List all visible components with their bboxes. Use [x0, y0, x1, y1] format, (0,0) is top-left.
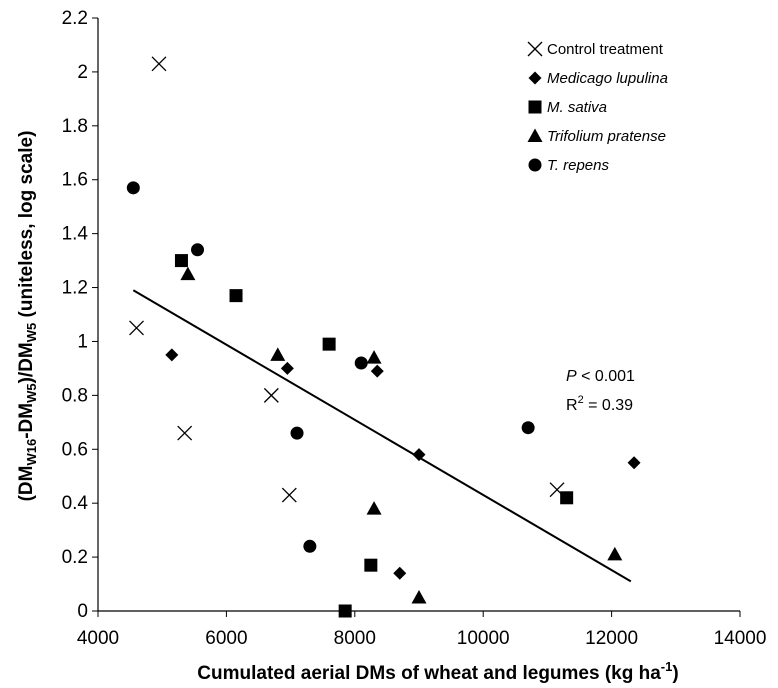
legend-label: Trifolium pratense	[547, 128, 666, 145]
tick-labels: 0 0.2 0.4 0.6 0.8 1 1.2 1.4 1.6 1.8 2 2.2 4000 6000 80…	[62, 8, 767, 649]
y-tick-label: 0.8	[62, 385, 88, 406]
legend-marker-triangle	[527, 128, 543, 142]
point-triangle	[607, 546, 623, 561]
point-circle	[290, 426, 304, 440]
point-x	[281, 487, 297, 503]
point-triangle	[411, 590, 427, 604]
y-axis-title: (DMW16-DMW5)/DMW5 (uniteless, log scale)	[16, 131, 39, 502]
point-x-stroke	[177, 425, 193, 441]
point-circle	[521, 421, 535, 435]
y-tick-label: 2.2	[62, 8, 88, 29]
legend-marker-x-stroke	[527, 41, 543, 57]
y-tick-label: 0.4	[62, 493, 89, 514]
point-x-stroke	[151, 56, 167, 72]
point-triangle	[366, 501, 382, 515]
y-tick-label: 1.6	[62, 170, 88, 191]
x-tick-label: 4000	[77, 628, 119, 649]
legend-label: M. sativa	[547, 99, 607, 116]
point-triangle	[270, 347, 286, 361]
point-x	[263, 387, 279, 403]
point-square	[229, 289, 243, 303]
point-circle	[126, 181, 140, 195]
y-tick-label: 0.2	[62, 547, 88, 568]
point-square	[338, 604, 352, 618]
y-tick-label: 2	[77, 62, 88, 83]
y-tick-label: 1.4	[62, 224, 89, 245]
point-x-stroke	[281, 487, 297, 503]
legend: Control treatment Medicago lupulina M. sat…	[527, 41, 668, 174]
point-square	[560, 491, 574, 505]
y-tick-label: 1.8	[62, 116, 88, 137]
x-tick-label: 8000	[334, 628, 376, 649]
point-x-stroke	[129, 320, 144, 336]
point-circle	[303, 539, 317, 553]
y-tick-label: 0.6	[62, 439, 88, 460]
legend-marker-diamond	[528, 71, 542, 85]
legend-marker-square	[528, 100, 542, 114]
point-square	[364, 558, 378, 572]
point-diamond	[280, 361, 294, 375]
point-x	[177, 425, 193, 441]
y-tick-label: 1	[77, 331, 88, 352]
legend-label: Control treatment	[547, 41, 664, 58]
x-tick-label: 6000	[205, 628, 247, 649]
point-x	[129, 320, 144, 336]
point-diamond	[412, 448, 426, 462]
regression-line	[132, 289, 632, 583]
point-square	[174, 254, 188, 268]
point-diamond	[370, 364, 384, 378]
point-diamond	[627, 456, 641, 470]
x-tick-label: 10000	[457, 628, 510, 649]
point-diamond	[393, 566, 407, 580]
legend-label: Medicago lupulina	[547, 70, 668, 87]
stats-annotation: P < 0.001 R2 = 0.39	[566, 368, 635, 414]
point-triangle	[180, 266, 196, 281]
y-tick-label: 0	[77, 601, 88, 622]
x-tick-label: 12000	[585, 628, 638, 649]
y-tick-label: 1.2	[62, 278, 88, 299]
x-tick-label: 14000	[714, 628, 767, 649]
point-diamond	[165, 348, 179, 362]
point-triangle	[366, 350, 382, 364]
point-x-stroke	[263, 387, 279, 403]
point-x-stroke	[549, 482, 565, 498]
legend-marker-x	[527, 41, 543, 57]
p-value-label: P < 0.001	[566, 368, 635, 385]
legend-marker-circle	[528, 158, 542, 172]
point-square	[322, 337, 336, 351]
point-x	[151, 56, 167, 72]
x-axis-title: Cumulated aerial DMs of wheat and legume…	[197, 659, 678, 684]
legend-label: T. repens	[547, 157, 609, 174]
r-squared-label: R2 = 0.39	[566, 394, 633, 414]
point-circle	[191, 243, 205, 257]
data-points	[126, 56, 641, 618]
point-circle	[354, 356, 368, 370]
plot-axes	[92, 17, 741, 617]
regression-line-group	[132, 289, 632, 583]
